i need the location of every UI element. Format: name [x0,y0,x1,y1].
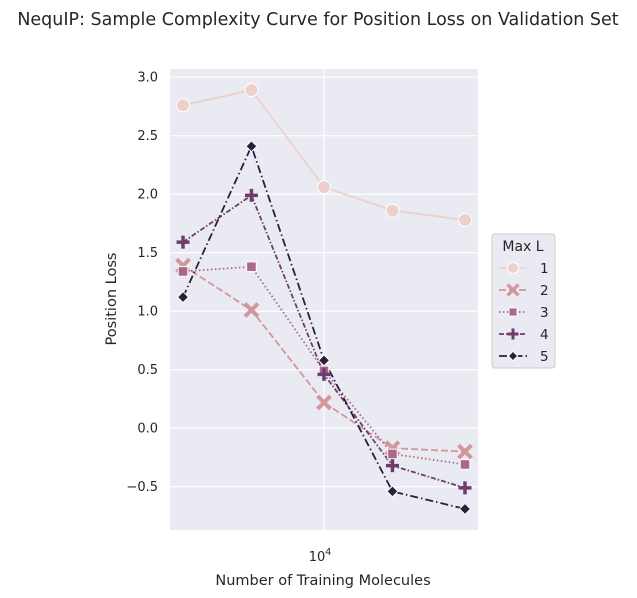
data-point [458,481,472,495]
legend-entry: 5 [499,349,549,365]
data-point [507,328,519,340]
data-point [458,212,472,227]
data-point [244,188,258,202]
legend-entries: 1 2 3 4 5 [499,261,549,365]
legend-label: 3 [540,305,549,321]
y-tick-label: 1.5 [137,246,158,261]
legend-entry: 4 [499,327,549,343]
x-tick-label: 104 [309,547,332,565]
data-point [386,485,399,498]
data-point [244,83,259,98]
legend-label: 5 [540,349,549,365]
y-tick-label: 0.5 [137,363,158,378]
data-point [508,307,518,317]
y-tick-label: 2.0 [137,188,158,203]
y-tick-labels: −0.5 0.0 0.5 1.0 1.5 2.0 2.5 3.0 [126,71,158,496]
data-point [387,448,398,460]
y-tick-label: 3.0 [137,71,158,86]
data-point [459,459,471,470]
y-axis-label: Position Loss [104,253,120,346]
data-point [458,502,472,516]
data-point [457,443,473,460]
legend-entry: 3 [499,305,549,321]
chart-title: NequIP: Sample Complexity Curve for Posi… [17,10,618,30]
data-point [176,235,190,249]
legend-title: Max L [502,239,543,255]
data-point [316,394,332,411]
series-line-2 [182,264,466,453]
data-point [385,459,399,473]
data-point [245,140,258,153]
series-markers [175,83,473,516]
y-tick-label: 0.0 [137,422,158,437]
data-point [507,350,519,362]
data-point [176,290,190,304]
data-point [317,180,331,195]
legend-label: 2 [540,283,549,299]
plot-area [170,69,478,530]
legend: Max L 1 2 3 4 5 [491,233,556,369]
data-point [176,98,190,113]
data-point [317,354,331,367]
data-point [385,203,400,218]
data-point [506,283,520,297]
y-tick-label: 2.5 [137,129,158,144]
data-point [506,261,520,275]
data-point [243,302,260,318]
data-point [177,266,189,277]
legend-label: 1 [540,261,549,277]
y-tick-label: −0.5 [126,480,158,495]
y-tick-label: 1.0 [137,305,158,320]
legend-label: 4 [540,327,549,343]
legend-entry: 2 [499,283,549,299]
data-point [317,367,331,381]
x-axis-label: Number of Training Molecules [215,573,430,589]
legend-entry: 1 [499,261,549,277]
data-point [246,261,257,273]
